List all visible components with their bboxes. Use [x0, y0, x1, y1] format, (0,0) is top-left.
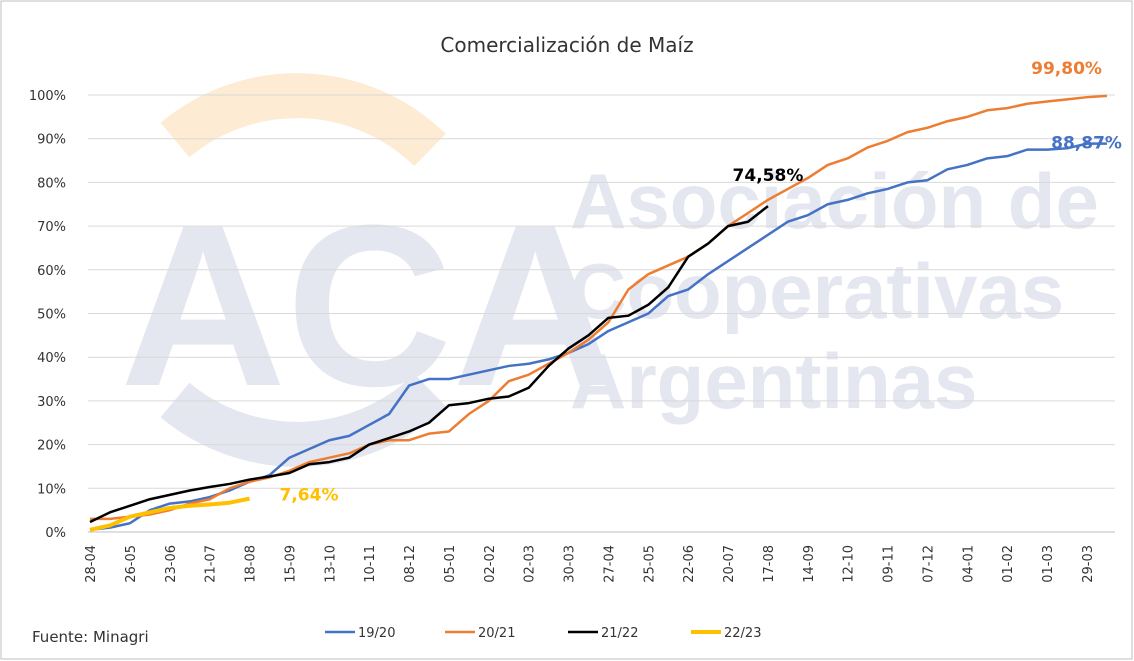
x-tick-label: 22-06: [682, 545, 697, 583]
y-tick-label: 100%: [29, 89, 66, 104]
data-label: 74,58%: [733, 166, 804, 186]
x-tick-label: 18-08: [244, 545, 259, 583]
x-tick-label: 17-08: [762, 545, 777, 583]
data-label: 99,80%: [1031, 59, 1102, 79]
x-tick-label: 05-01: [443, 545, 458, 583]
watermark-text: Argentinas: [570, 337, 977, 425]
y-tick-label: 90%: [37, 133, 66, 148]
x-tick-label: 20-07: [722, 545, 737, 583]
x-tick-label: 26-05: [124, 545, 139, 583]
watermark-text: Asociación de: [570, 157, 1099, 245]
y-tick-label: 60%: [37, 264, 66, 279]
legend-label: 21/22: [601, 626, 638, 641]
legend-label: 20/21: [478, 626, 515, 641]
y-tick-label: 0%: [45, 526, 66, 541]
legend-item: 22/23: [691, 626, 761, 641]
x-tick-label: 23-06: [164, 545, 179, 583]
x-tick-label: 01-03: [1041, 545, 1056, 583]
y-tick-label: 50%: [37, 308, 66, 323]
legend-item: 19/20: [325, 626, 395, 641]
watermark-logo: ACA: [120, 177, 618, 434]
x-tick-label: 29-03: [1081, 545, 1096, 583]
x-tick-label: 02-03: [523, 545, 538, 583]
logo-arc: [160, 73, 446, 167]
series-line: [89, 205, 769, 524]
x-tick-label: 27-04: [602, 545, 617, 583]
x-tick-label: 07-12: [921, 545, 936, 583]
legend-item: 20/21: [445, 626, 515, 641]
x-tick-label: 12-10: [842, 545, 857, 583]
legend-item: 21/22: [568, 626, 638, 641]
x-tick-label: 04-01: [961, 545, 976, 583]
y-tick-label: 70%: [37, 220, 66, 235]
x-tick-label: 10-11: [363, 545, 378, 583]
x-tick-label: 30-03: [563, 545, 578, 583]
legend-label: 19/20: [358, 626, 395, 641]
legend-label: 22/23: [724, 626, 761, 641]
watermark-text: Cooperativas: [570, 247, 1064, 335]
x-tick-label: 21-07: [204, 545, 219, 583]
chart-title: Comercialización de Maíz: [440, 33, 693, 57]
data-label: 7,64%: [280, 486, 339, 506]
y-tick-label: 10%: [37, 482, 66, 497]
series-line: [89, 496, 250, 532]
source: Fuente: Minagri: [32, 628, 149, 646]
x-tick-label: 02-02: [483, 545, 498, 583]
x-tick-label: 14-09: [802, 545, 817, 583]
x-tick-label: 13-10: [323, 545, 338, 583]
data-label: 88,87%: [1051, 134, 1122, 154]
y-tick-label: 30%: [37, 395, 66, 410]
x-tick-label: 09-11: [882, 545, 897, 583]
series-line: [90, 94, 1108, 521]
x-tick-label: 25-05: [642, 545, 657, 583]
x-tick-label: 01-02: [1001, 545, 1016, 583]
y-tick-label: 80%: [37, 176, 66, 191]
y-tick-label: 20%: [37, 439, 66, 454]
watermark: ACA Asociación de Cooperativas Argentina…: [120, 73, 1099, 467]
x-tick-label: 15-09: [283, 545, 298, 583]
y-tick-label: 40%: [37, 351, 66, 366]
x-tick-label: 08-12: [403, 545, 418, 583]
x-tick-label: 28-04: [84, 545, 99, 583]
